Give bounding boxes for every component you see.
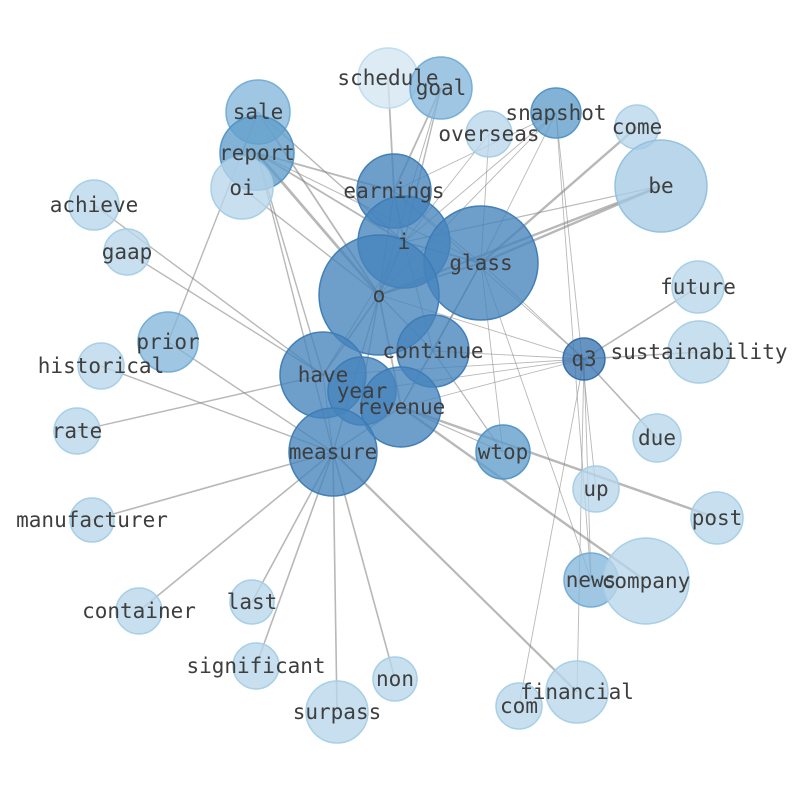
edge-q3-com [518, 358, 585, 707]
node-financial [545, 660, 609, 724]
edge-q3-financial [576, 358, 585, 693]
edge-revenue-company [400, 406, 647, 582]
node-wtop [475, 424, 531, 480]
node-glass [423, 205, 539, 321]
node-last [229, 579, 275, 625]
edge-revenue-post [400, 405, 718, 520]
node-up [572, 465, 620, 513]
node-oi [210, 156, 274, 220]
node-non [372, 656, 418, 702]
node-rate [53, 407, 101, 455]
node-achieve [68, 179, 120, 231]
node-historical [77, 342, 125, 390]
node-revenue [360, 366, 442, 448]
node-snapshot [530, 87, 582, 139]
node-container [115, 587, 163, 635]
node-measure [288, 407, 378, 497]
nodes-layer [53, 47, 744, 744]
node-surpass [305, 680, 369, 744]
node-prior [137, 311, 199, 373]
node-post [690, 491, 744, 545]
node-manufacturer [69, 497, 115, 543]
node-q3 [562, 337, 606, 381]
node-schedule [357, 47, 419, 109]
node-com [495, 682, 543, 730]
node-due [632, 413, 682, 463]
node-sustainability [667, 320, 731, 384]
edge-measure-financial [332, 451, 578, 693]
node-gaap [103, 228, 151, 276]
edge-snapshot-up [555, 112, 597, 490]
node-be [614, 139, 708, 233]
node-company [602, 537, 690, 625]
node-significant [232, 642, 280, 690]
node-future [671, 260, 725, 314]
node-goal [409, 56, 473, 120]
node-overseas [465, 110, 513, 158]
